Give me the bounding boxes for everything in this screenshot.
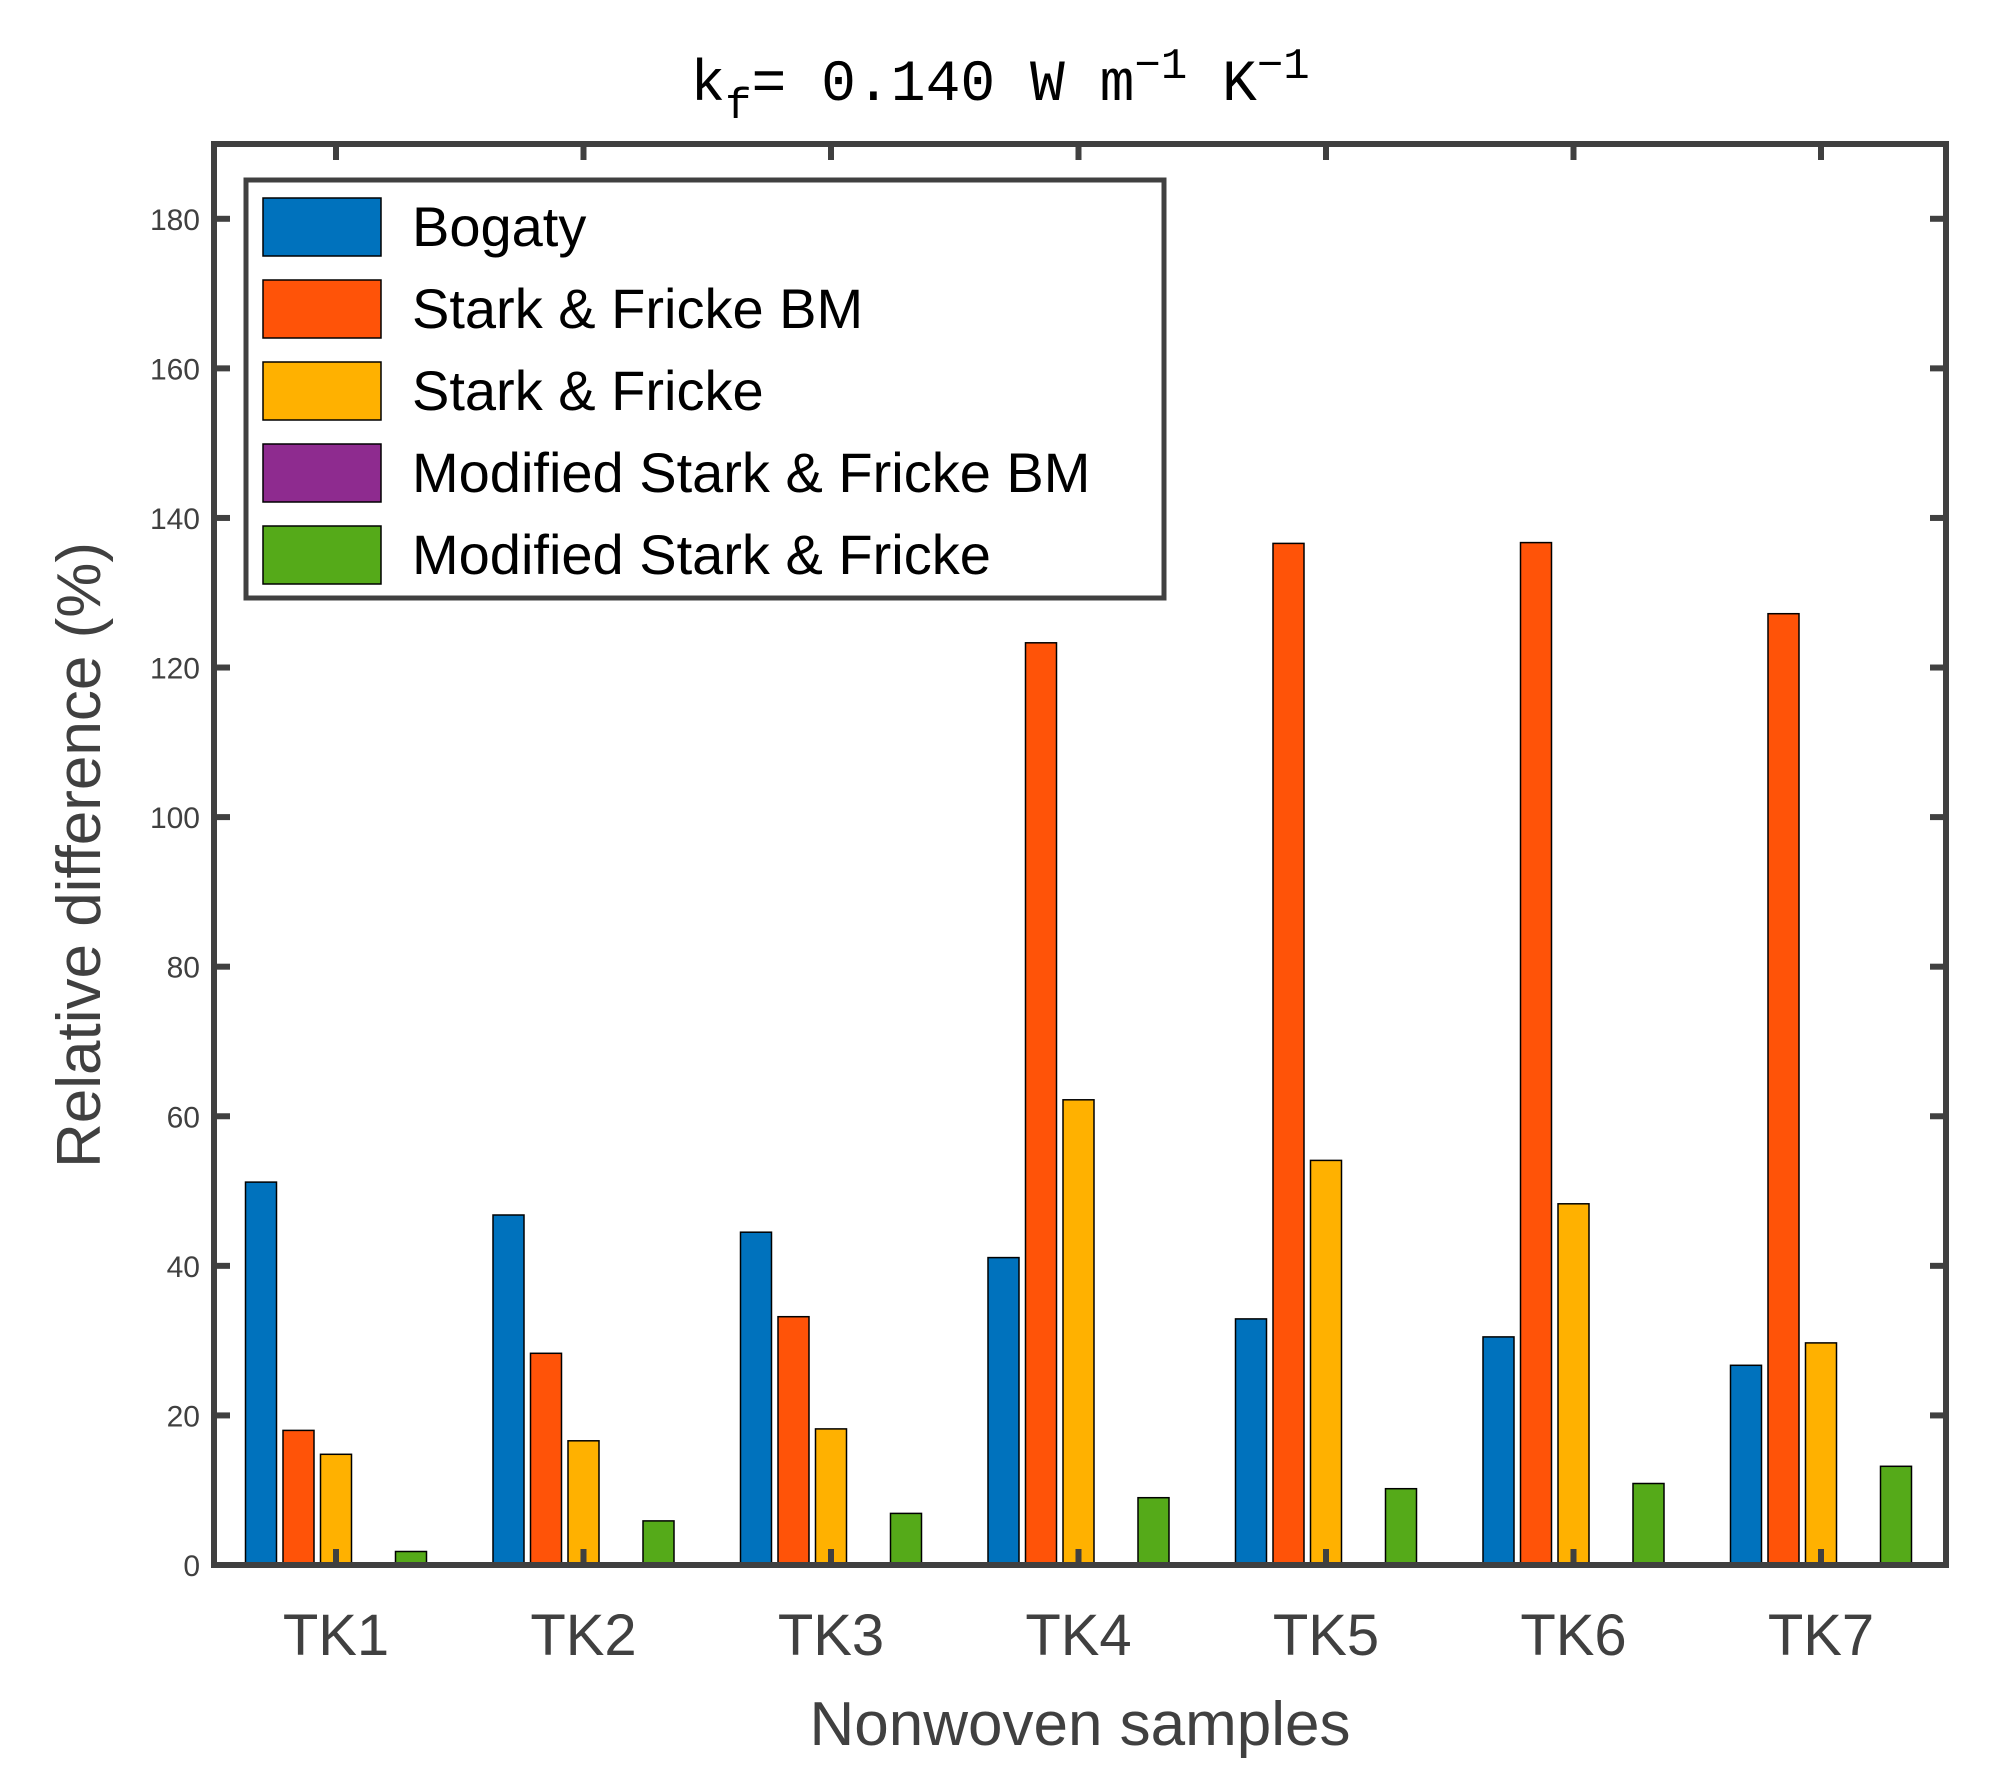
- y-tick-label-80: 80: [167, 952, 200, 985]
- bar-tk2-series-5: [642, 1520, 675, 1566]
- category-labels-layer: TK1 TK2 TK3 TK4 TK5 TK6 TK7: [283, 1603, 1874, 1668]
- x-category-label-tk3: TK3: [778, 1603, 884, 1668]
- bar-tk7-series-2: [1767, 612, 1800, 1566]
- y-axis-title: Relative difference (%): [45, 542, 114, 1168]
- x-axis-title: Nonwoven samples: [809, 1690, 1350, 1759]
- x-category-label-tk4: TK4: [1025, 1603, 1131, 1668]
- title-exponent-2: −1: [1257, 42, 1310, 92]
- chart-title: kf= 0.140 W m−1 K−1: [690, 42, 1309, 132]
- bar-tk3-series-2: [777, 1315, 810, 1566]
- legend-box: [243, 177, 1167, 601]
- y-tick-label-120: 120: [150, 653, 200, 686]
- bars-layer: [244, 541, 1913, 1566]
- legend-label-4: Modified Stark & Fricke BM: [412, 441, 1090, 504]
- title-main: = 0.140 W m: [752, 53, 1135, 118]
- legend-label-2: Stark & Fricke BM: [412, 277, 863, 340]
- bar-tk6-series-3: [1557, 1203, 1590, 1566]
- title-exponent-1: −1: [1134, 42, 1187, 92]
- bar-tk4-series-1: [987, 1256, 1020, 1566]
- title-unit-2: K: [1187, 53, 1257, 118]
- bar-tk7-series-5: [1879, 1465, 1913, 1566]
- y-tick-label-160: 160: [150, 353, 200, 386]
- bar-tk1-series-2: [282, 1429, 315, 1566]
- x-category-label-tk2: TK2: [530, 1603, 636, 1668]
- bar-tk6-series-1: [1482, 1336, 1515, 1566]
- bar-tk6-series-5: [1632, 1482, 1665, 1566]
- bar-tk1-series-1: [244, 1181, 278, 1566]
- tick-labels-layer: 0 20 40 60 80 100 120 140 160 180: [150, 204, 200, 1583]
- legend-swatch-1: [262, 197, 382, 257]
- bar-tk1-series-3: [319, 1453, 353, 1566]
- y-tick-label-140: 140: [150, 503, 200, 536]
- y-tick-label-60: 60: [167, 1101, 200, 1134]
- legend-swatch-3: [262, 361, 382, 421]
- legend-label-1: Bogaty: [412, 195, 586, 258]
- legend-swatch-4: [262, 443, 382, 503]
- bar-tk3-series-3: [814, 1428, 848, 1566]
- bar-tk5-series-5: [1384, 1487, 1418, 1566]
- title-k: k: [690, 53, 725, 118]
- bar-tk7-series-1: [1729, 1364, 1763, 1566]
- y-tick-label-180: 180: [150, 204, 200, 237]
- legend-items: Bogaty Stark & Fricke BM Stark & Fricke Mod…: [262, 195, 1090, 586]
- title-subscript: f: [725, 82, 751, 132]
- x-category-label-tk7: TK7: [1768, 1603, 1874, 1668]
- legend: Bogaty Stark & Fricke BM Stark & Fricke Mod…: [243, 177, 1167, 601]
- x-category-label-tk6: TK6: [1520, 1603, 1626, 1668]
- y-tick-label-40: 40: [167, 1251, 200, 1284]
- bar-tk3-series-1: [739, 1231, 773, 1566]
- legend-label-3: Stark & Fricke: [412, 359, 764, 422]
- bar-tk2-series-3: [567, 1440, 600, 1566]
- ticks-layer: [214, 144, 1946, 1568]
- bar-tk5-series-1: [1234, 1318, 1268, 1566]
- bar-tk2-series-1: [492, 1214, 525, 1566]
- bar-tk4-series-3: [1062, 1099, 1095, 1566]
- legend-label-5: Modified Stark & Fricke: [412, 523, 991, 586]
- legend-swatch-5: [262, 525, 382, 585]
- y-tick-label-0: 0: [183, 1550, 200, 1583]
- bar-tk2-series-2: [529, 1352, 563, 1566]
- bar-tk3-series-5: [889, 1512, 923, 1566]
- x-category-label-tk5: TK5: [1273, 1603, 1379, 1668]
- y-tick-label-20: 20: [167, 1400, 200, 1433]
- bar-tk5-series-2: [1272, 542, 1305, 1566]
- bar-tk6-series-2: [1519, 541, 1553, 1566]
- legend-swatch-2: [262, 279, 382, 339]
- bar-tk5-series-3: [1309, 1159, 1343, 1566]
- bar-tk4-series-5: [1137, 1496, 1170, 1566]
- y-tick-label-100: 100: [150, 802, 200, 835]
- x-category-label-tk1: TK1: [283, 1603, 389, 1668]
- bar-tk7-series-3: [1804, 1342, 1838, 1566]
- bar-tk4-series-2: [1024, 642, 1058, 1566]
